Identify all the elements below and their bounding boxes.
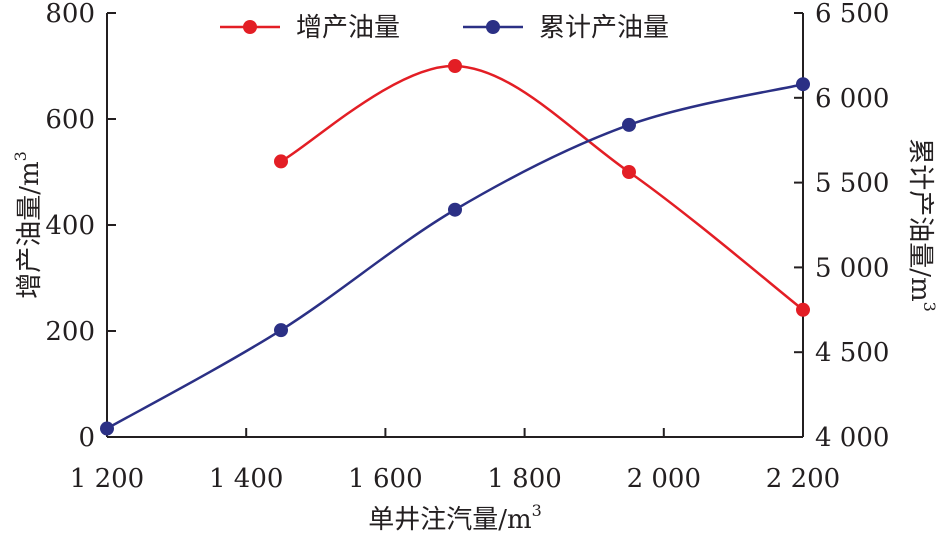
series-line-2 [106,83,804,430]
y-right-tick-label: 6 000 [815,84,889,114]
legend-marker-series-2 [486,20,500,34]
series-line-1 [280,64,804,311]
x-tick-label: 2 000 [627,464,701,494]
x-axis-label: 单井注汽量/m3 [368,501,542,535]
y-right-tick-label: 4 500 [815,338,889,368]
data-point-series-1 [796,302,810,317]
data-point-series-2 [274,323,288,338]
y-right-tick-label: 5 000 [815,253,889,283]
y-right-tick-label: 4 000 [815,423,889,453]
y-right-tick-label: 5 500 [815,169,889,199]
legend: 增产油量 累计产油量 [220,13,669,43]
y-left-tick-label: 400 [45,211,95,241]
y-axis-right-label: 累计产油量/m3 [905,138,938,312]
legend-label-series-1: 增产油量 [296,13,400,43]
x-tick-label: 1 200 [70,464,144,494]
data-point-series-2 [448,202,462,217]
data-point-series-1 [448,59,462,73]
x-tick-label: 1 600 [348,464,422,494]
y-left-tick-label: 800 [45,0,95,29]
legend-label-series-2: 累计产油量 [539,13,669,43]
y-left-tick-label: 0 [78,423,95,453]
tick-labels: 1 200 1 400 1 600 1 800 2 000 2 200 0 200 400 600… [45,0,889,494]
y-right-tick-label: 6 500 [815,0,889,29]
x-tick-label: 1 800 [487,464,561,494]
y-left-tick-label: 600 [45,105,95,135]
data-point-series-2 [100,421,114,436]
series-layer [100,59,810,436]
x-tick-label: 2 200 [766,464,840,494]
x-tick-label: 1 400 [209,464,283,494]
y-left-tick-label: 200 [45,317,95,347]
data-point-series-2 [796,77,810,92]
data-point-series-1 [622,165,636,179]
y-axis-left-label: 增产油量/m3 [11,151,45,299]
legend-marker-series-1 [243,20,257,34]
data-point-series-2 [622,117,636,132]
data-point-series-1 [274,154,288,169]
